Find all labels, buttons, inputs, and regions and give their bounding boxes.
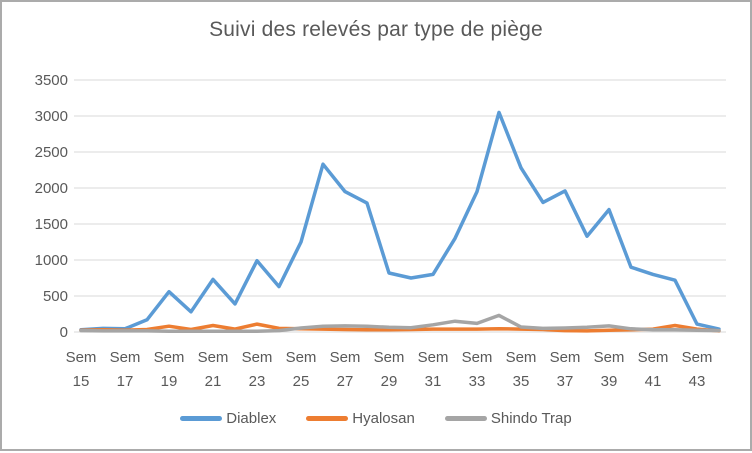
x-tick-label-num-21: 21 xyxy=(205,373,222,390)
legend-swatch-diablex xyxy=(180,416,223,421)
legend-label-diablex: Diablex xyxy=(226,410,277,427)
x-tick-label-num-43: 43 xyxy=(689,373,706,390)
y-tick-label-2000: 2000 xyxy=(35,180,68,197)
x-tick-label-num-25: 25 xyxy=(293,373,310,390)
x-tick-label-num-35: 35 xyxy=(513,373,530,390)
series-line-shindo-trap[interactable] xyxy=(79,313,721,334)
x-tick-label-top-37: Sem xyxy=(550,349,581,366)
y-tick-label-3000: 3000 xyxy=(35,108,68,125)
x-tick-label-top-39: Sem xyxy=(594,349,625,366)
x-tick-label-top-23: Sem xyxy=(242,349,273,366)
y-tick-label-2500: 2500 xyxy=(35,144,68,161)
x-tick-label-top-35: Sem xyxy=(506,349,537,366)
legend-label-hyalosan: Hyalosan xyxy=(352,410,415,427)
legend-item-shindo-trap[interactable]: Shindo Trap xyxy=(444,410,572,427)
legend-swatch-shindo-trap xyxy=(444,416,487,421)
chart-title: Suivi des relevés par type de piège xyxy=(209,18,543,41)
x-tick-label-top-15: Sem xyxy=(66,349,97,366)
y-tick-label-3500: 3500 xyxy=(35,72,68,89)
x-tick-label-num-29: 29 xyxy=(381,373,398,390)
x-tick-label-num-19: 19 xyxy=(161,373,178,390)
x-tick-label-num-27: 27 xyxy=(337,373,354,390)
x-tick-label-num-15: 15 xyxy=(73,373,90,390)
legend-item-diablex[interactable]: Diablex xyxy=(180,410,276,427)
x-tick-label-num-33: 33 xyxy=(469,373,486,390)
x-tick-label-top-41: Sem xyxy=(638,349,669,366)
x-tick-label-top-17: Sem xyxy=(110,349,141,366)
x-tick-label-num-23: 23 xyxy=(249,373,266,390)
x-tick-label-num-37: 37 xyxy=(557,373,574,390)
legend-item-hyalosan[interactable]: Hyalosan xyxy=(306,410,415,427)
x-tick-label-top-25: Sem xyxy=(286,349,317,366)
legend-label-shindo-trap: Shindo Trap xyxy=(490,410,572,427)
x-tick-label-num-17: 17 xyxy=(117,373,134,390)
legend-swatch-hyalosan xyxy=(306,416,349,421)
x-tick-label-num-41: 41 xyxy=(645,373,662,390)
y-tick-label-0: 0 xyxy=(60,324,68,341)
x-tick-label-top-27: Sem xyxy=(330,349,361,366)
x-tick-label-top-43: Sem xyxy=(682,349,713,366)
x-tick-label-top-21: Sem xyxy=(198,349,229,366)
x-tick-label-top-31: Sem xyxy=(418,349,449,366)
x-tick-label-top-29: Sem xyxy=(374,349,405,366)
y-tick-label-1000: 1000 xyxy=(35,252,68,269)
y-tick-label-1500: 1500 xyxy=(35,216,68,233)
series-line-diablex[interactable] xyxy=(79,110,721,332)
y-tick-label-500: 500 xyxy=(43,288,68,305)
legend: Diablex Hyalosan Shindo Trap xyxy=(2,410,750,427)
series-line-hyalosan[interactable] xyxy=(79,322,721,333)
x-tick-label-num-31: 31 xyxy=(425,373,442,390)
x-tick-label-top-33: Sem xyxy=(462,349,493,366)
x-tick-label-num-39: 39 xyxy=(601,373,618,390)
x-tick-label-top-19: Sem xyxy=(154,349,185,366)
